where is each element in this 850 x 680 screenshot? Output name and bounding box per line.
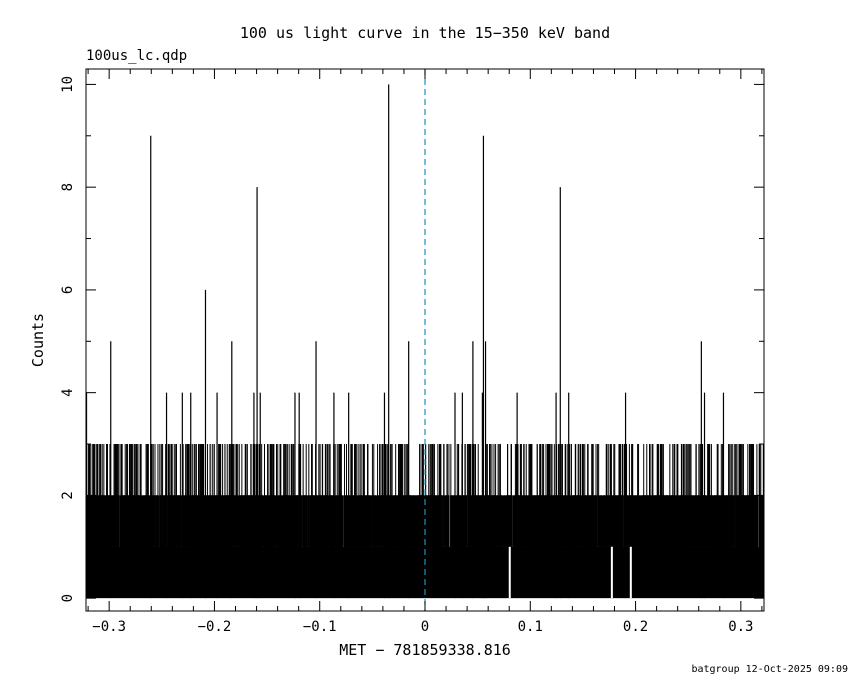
bars-group [85, 84, 765, 599]
x-tick-label: 0 [421, 619, 429, 635]
x-tick-label: −0.3 [92, 619, 126, 635]
chart-title: 100 us light curve in the 15−350 keV ban… [240, 24, 610, 42]
y-tick-label: 8 [60, 183, 76, 191]
x-tick-label: 0.1 [518, 619, 543, 635]
y-tick-label: 2 [60, 491, 76, 499]
y-axis-label: Counts [29, 313, 47, 367]
x-tick-label: −0.2 [198, 619, 232, 635]
y-tick-label: 4 [60, 388, 76, 396]
x-axis-label: MET − 781859338.816 [339, 641, 511, 659]
footer-timestamp: batgroup 12-Oct-2025 09:09 [691, 664, 848, 675]
x-tick-label: 0.2 [623, 619, 648, 635]
x-tick-label: −0.1 [303, 619, 337, 635]
y-tick-label: 10 [60, 76, 76, 93]
file-label: 100us_lc.qdp [86, 48, 187, 64]
y-tick-label: 6 [60, 286, 76, 294]
axes-group: −0.3 −0.2 −0.1 0 0.1 0.2 0.3 0 2 4 6 8 10 [60, 68, 765, 635]
y-tick-label: 0 [60, 594, 76, 602]
x-tick-label: 0.3 [728, 619, 753, 635]
